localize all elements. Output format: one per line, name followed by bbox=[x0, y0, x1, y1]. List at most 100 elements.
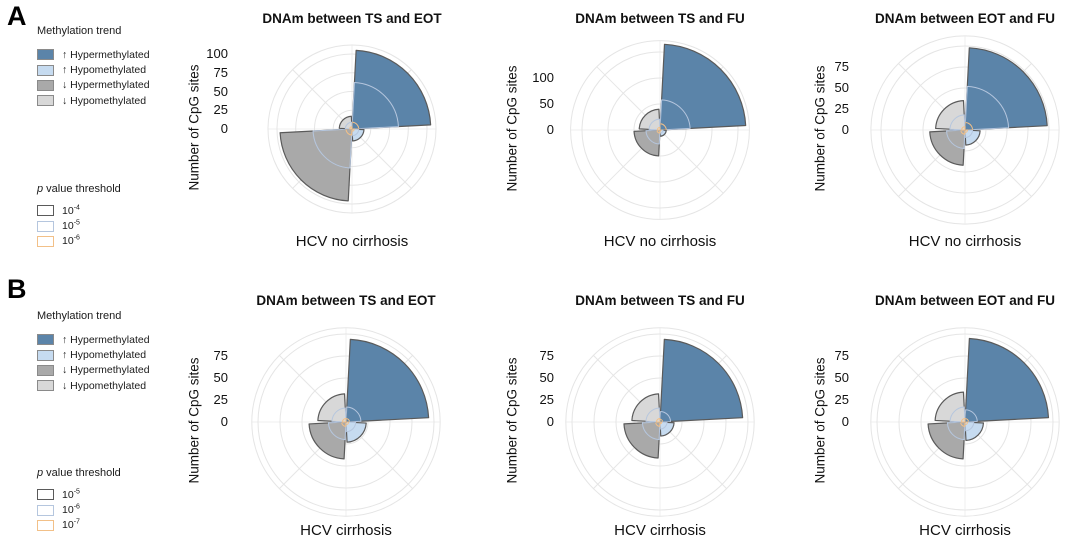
legend-item-label: ↓ Hypomethylated bbox=[62, 379, 147, 392]
grid-ring bbox=[607, 77, 713, 183]
panel-a: A Methylation trend ↑ Hypermethylated ↑ … bbox=[0, 0, 1080, 272]
y-axis-tick-label: 100 bbox=[206, 46, 228, 61]
wedge-top-right-threshold-1e-6 bbox=[659, 123, 667, 131]
p-italic: p bbox=[37, 467, 44, 479]
panel-b: B Methylation trend ↑ Hypermethylated ↑ … bbox=[0, 273, 1080, 545]
y-axis-tick-label: 0 bbox=[546, 122, 554, 137]
chart-caption: HCV no cirrhosis bbox=[603, 233, 717, 250]
legend-title: Methylation trend bbox=[37, 25, 122, 37]
y-axis-tick-label: 25 bbox=[213, 102, 228, 118]
p-exponent: -4 bbox=[73, 204, 80, 212]
chart-caption: HCV cirrhosis bbox=[614, 522, 706, 539]
legend-color-swatch bbox=[37, 380, 54, 392]
p-exponent: -6 bbox=[73, 503, 80, 511]
legend-item-label: ↓ Hypomethylated bbox=[62, 94, 147, 107]
chart-caption: HCV cirrhosis bbox=[919, 522, 1011, 539]
y-axis-tick-label: 75 bbox=[539, 348, 554, 363]
p-italic: p bbox=[37, 183, 44, 195]
y-axis-tick-label: 50 bbox=[834, 370, 849, 385]
wedge-top-right-threshold-1e-6 bbox=[351, 121, 360, 130]
legend-item: ↓ Hypermethylated bbox=[37, 363, 150, 378]
p-threshold-swatch bbox=[37, 220, 54, 232]
legend-color-swatch bbox=[37, 49, 54, 61]
polar-chart-ts-fu-cirrhosis: DNAm between TS and FU Number of CpG sit… bbox=[490, 273, 790, 545]
y-axis-tick-label: 100 bbox=[532, 70, 554, 85]
legend-item-label: ↓ Hypermethylated bbox=[62, 79, 150, 92]
p-base: 10 bbox=[62, 235, 74, 248]
grid-ring bbox=[880, 45, 1050, 215]
polar-plot bbox=[570, 40, 750, 220]
grid-ring bbox=[876, 333, 1054, 511]
legend-item-label: ↑ Hypomethylated bbox=[62, 64, 147, 77]
grid-ring bbox=[571, 333, 749, 511]
chart-title: DNAm between TS and FU bbox=[575, 293, 745, 308]
legend-color-swatch bbox=[37, 64, 54, 76]
wedge-bottom-left-threshold-1e-5 bbox=[645, 129, 661, 145]
y-axis-tick-label: 0 bbox=[841, 122, 849, 137]
polar-plot bbox=[870, 327, 1060, 517]
legend-title: p value threshold bbox=[37, 467, 121, 479]
grid-ring bbox=[922, 87, 1008, 173]
grid-ring bbox=[332, 109, 372, 149]
grid-ring bbox=[870, 35, 1060, 225]
y-axis-tick-label: 50 bbox=[539, 370, 554, 385]
p-exponent: -6 bbox=[73, 234, 80, 242]
wedge-top-left-threshold-1e-6 bbox=[961, 126, 966, 131]
legend-item-label: ↓ Hypermethylated bbox=[62, 364, 150, 377]
wedge-bottom-left-threshold-1e-6 bbox=[641, 421, 661, 441]
chart-title: DNAm between TS and EOT bbox=[262, 11, 442, 26]
wedge-top-left-threshold-1e-5 bbox=[949, 114, 966, 131]
p-threshold-swatch bbox=[37, 489, 54, 501]
wedge-bottom-left-threshold-1e-6 bbox=[345, 128, 353, 136]
chart-title: DNAm between EOT and FU bbox=[874, 11, 1055, 26]
y-axis-tick-label: 0 bbox=[546, 414, 554, 429]
legend-methylation-trend: Methylation trend ↑ Hypermethylated ↑ Hy… bbox=[37, 310, 150, 394]
p-base: 10 bbox=[62, 204, 74, 217]
grid-spoke bbox=[351, 128, 412, 189]
polar-plot bbox=[565, 327, 755, 517]
panel-label-a: A bbox=[7, 1, 27, 31]
y-axis-tick-label: 75 bbox=[213, 64, 228, 80]
legend-color-swatch bbox=[37, 79, 54, 91]
p-base: 10 bbox=[62, 220, 74, 233]
grid-ring bbox=[898, 355, 1032, 489]
grid-ring bbox=[633, 103, 687, 157]
wedge-top-right-threshold-1e-5 bbox=[964, 85, 1010, 131]
p-threshold-swatch bbox=[37, 519, 54, 531]
wedge-top-right-threshold-1e-5 bbox=[659, 99, 691, 131]
wedge-top-left-threshold-1e-6 bbox=[331, 407, 347, 423]
grid-ring bbox=[295, 72, 409, 186]
p-exponent: -7 bbox=[73, 518, 80, 526]
legend-item: ↑ Hypermethylated bbox=[37, 332, 150, 347]
legend-p-value-threshold: p value threshold 10-5 10-6 10-7 bbox=[37, 467, 121, 533]
p-threshold-swatch bbox=[37, 504, 54, 516]
wedge-bottom-right-threshold-1e-6 bbox=[345, 421, 357, 433]
legend-title: p value threshold bbox=[37, 183, 121, 195]
grid-ring bbox=[301, 377, 391, 467]
p-threshold-label: 10-6 bbox=[62, 234, 80, 248]
p-threshold-swatch bbox=[37, 235, 54, 247]
legend-item: ↓ Hypomethylated bbox=[37, 93, 150, 108]
grid-ring bbox=[276, 53, 428, 205]
y-axis-tick-label: 50 bbox=[213, 370, 228, 385]
legend-item: 10-6 bbox=[37, 502, 121, 517]
wedge-bottom-left-threshold-1e-6 bbox=[946, 421, 966, 441]
legend-color-swatch bbox=[37, 349, 54, 361]
grid-ring bbox=[257, 333, 435, 511]
legend-title: Methylation trend bbox=[37, 310, 122, 322]
legend-methylation-trend: Methylation trend ↑ Hypermethylated ↑ Hy… bbox=[37, 25, 150, 109]
p-threshold-label: 10-5 bbox=[62, 488, 80, 501]
y-axis-tick-label: 75 bbox=[834, 348, 849, 363]
grid-ring bbox=[565, 327, 755, 517]
legend-item-label: ↑ Hypermethylated bbox=[62, 48, 150, 61]
p-title-rest: value threshold bbox=[43, 183, 121, 195]
legend-item: ↓ Hypomethylated bbox=[37, 378, 150, 393]
y-axis-tick-label: 50 bbox=[213, 83, 228, 99]
wedge-bottom-left-threshold-1e-6 bbox=[327, 421, 347, 441]
chart-title: DNAm between TS and EOT bbox=[256, 293, 436, 308]
polar-plot bbox=[251, 327, 441, 517]
y-axis-tick-label: 25 bbox=[834, 392, 849, 407]
legend-item: 10-6 bbox=[37, 234, 121, 249]
y-axis-tick-label: 50 bbox=[539, 96, 554, 111]
